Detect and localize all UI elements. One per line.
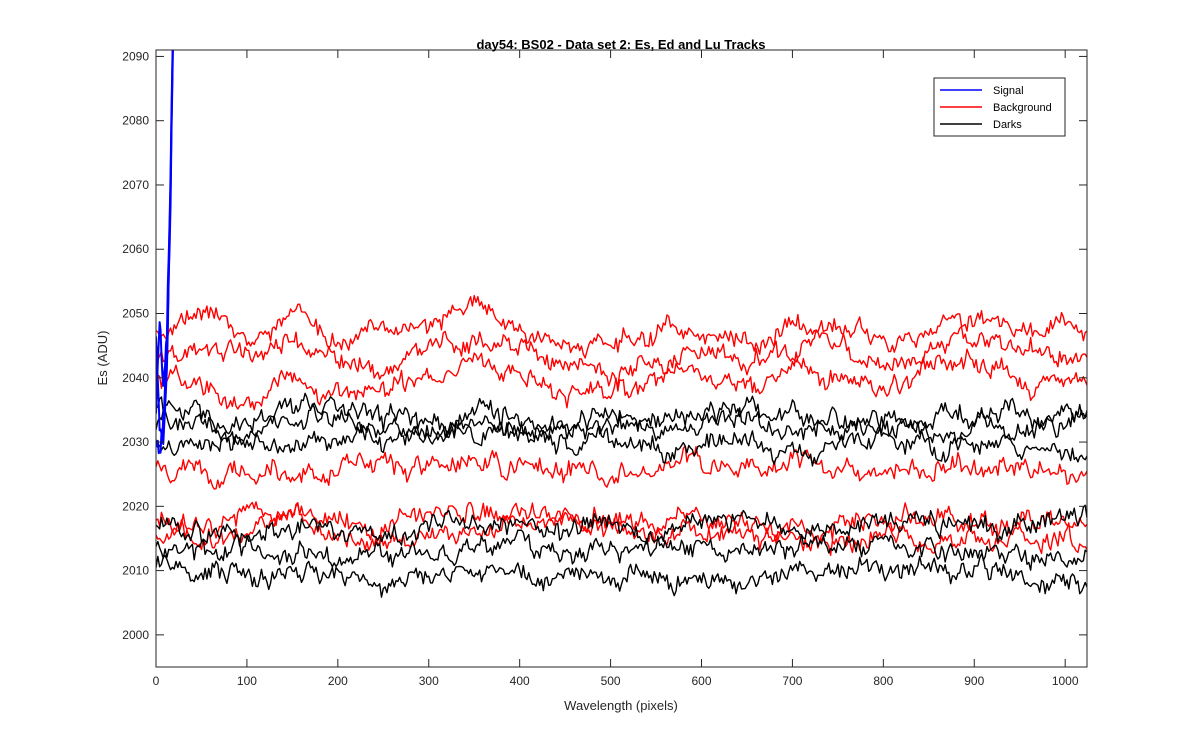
y-tick-label: 2020 — [122, 499, 149, 513]
x-tick-label: 200 — [328, 674, 348, 688]
y-tick-label: 2010 — [122, 564, 149, 578]
x-tick-label: 1000 — [1052, 674, 1079, 688]
x-tick-label: 700 — [782, 674, 802, 688]
y-axis: 2000 2010 2020 2030 2040 2050 2060 2070 2080 2090 — [122, 49, 1087, 642]
x-axis: 0 100 200 300 400 500 600 700 800 900 1000 — [153, 50, 1079, 688]
x-tick-label: 600 — [691, 674, 711, 688]
x-tick-label: 0 — [153, 674, 160, 688]
series-line-background — [156, 501, 1087, 546]
series-line-darks — [156, 529, 1087, 571]
legend: Signal Background Darks — [933, 77, 1066, 137]
x-tick-label: 900 — [964, 674, 984, 688]
series-line-darks — [156, 553, 1087, 598]
x-tick-label: 300 — [419, 674, 439, 688]
plot-area — [156, 50, 1087, 667]
x-tick-label: 800 — [873, 674, 893, 688]
y-tick-label: 2060 — [122, 242, 149, 256]
x-axis-label: Wavelength (pixels) — [564, 698, 678, 713]
series-line-darks — [156, 504, 1087, 547]
series-line-signal — [156, 50, 174, 414]
series-line-background — [156, 294, 1087, 359]
x-tick-label: 400 — [510, 674, 530, 688]
series-line-darks — [156, 420, 1087, 467]
legend-label-background: Background — [993, 102, 1052, 114]
y-tick-label: 2000 — [122, 628, 149, 642]
legend-label-signal: Signal — [993, 85, 1024, 97]
x-tick-label: 100 — [237, 674, 257, 688]
series-line-background — [156, 501, 1087, 557]
y-tick-label: 2080 — [122, 114, 149, 128]
y-axis-label: Es (ADU) — [95, 331, 110, 386]
series-line-background — [156, 325, 1087, 387]
axes-box — [155, 49, 1088, 668]
series-line-background — [156, 445, 1087, 490]
y-tick-label: 2070 — [122, 178, 149, 192]
y-tick-label: 2030 — [122, 435, 149, 449]
series-line-darks — [156, 403, 1087, 446]
y-tick-label: 2040 — [122, 371, 149, 385]
series-layer — [156, 50, 1087, 598]
x-tick-label: 500 — [601, 674, 621, 688]
y-tick-label: 2090 — [122, 49, 149, 63]
legend-label-darks: Darks — [993, 119, 1022, 131]
series-line-background — [156, 348, 1087, 411]
y-tick-label: 2050 — [122, 307, 149, 321]
chart-title: day54: BS02 - Data set 2: Es, Ed and Lu … — [476, 37, 765, 52]
